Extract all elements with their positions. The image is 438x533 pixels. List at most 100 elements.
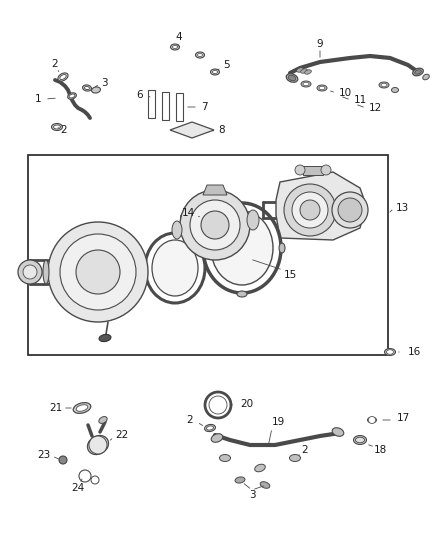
Text: 24: 24 xyxy=(71,483,85,493)
Circle shape xyxy=(18,260,42,284)
Circle shape xyxy=(76,250,120,294)
Circle shape xyxy=(300,200,320,220)
Ellipse shape xyxy=(247,210,259,230)
Text: 1: 1 xyxy=(35,94,41,104)
Text: 22: 22 xyxy=(115,430,128,440)
Text: 12: 12 xyxy=(368,103,381,113)
Ellipse shape xyxy=(254,464,265,472)
Ellipse shape xyxy=(99,417,107,423)
Text: 20: 20 xyxy=(240,399,253,409)
Text: 3: 3 xyxy=(249,490,255,500)
Ellipse shape xyxy=(152,240,198,296)
Text: 8: 8 xyxy=(219,125,225,135)
Text: 2: 2 xyxy=(302,445,308,455)
Ellipse shape xyxy=(43,260,49,284)
Ellipse shape xyxy=(170,44,180,50)
Ellipse shape xyxy=(385,349,396,356)
Ellipse shape xyxy=(367,417,377,423)
Bar xyxy=(28,155,388,355)
Ellipse shape xyxy=(212,70,218,74)
Circle shape xyxy=(91,476,99,484)
Circle shape xyxy=(295,165,305,175)
Ellipse shape xyxy=(207,426,213,430)
Polygon shape xyxy=(303,166,323,175)
Ellipse shape xyxy=(290,455,300,462)
Ellipse shape xyxy=(172,221,182,239)
Ellipse shape xyxy=(195,52,205,58)
Ellipse shape xyxy=(173,45,177,49)
Circle shape xyxy=(48,222,148,322)
Ellipse shape xyxy=(92,87,100,93)
Ellipse shape xyxy=(211,434,223,442)
Circle shape xyxy=(332,192,368,228)
Ellipse shape xyxy=(386,350,393,354)
Circle shape xyxy=(284,184,336,236)
Ellipse shape xyxy=(211,211,273,285)
Ellipse shape xyxy=(303,82,309,86)
Ellipse shape xyxy=(279,243,285,253)
Text: 2: 2 xyxy=(52,59,58,69)
Ellipse shape xyxy=(286,74,298,82)
Ellipse shape xyxy=(235,477,245,483)
Polygon shape xyxy=(276,172,366,240)
Ellipse shape xyxy=(53,125,60,129)
Circle shape xyxy=(180,190,250,260)
Circle shape xyxy=(292,192,328,228)
Ellipse shape xyxy=(237,291,247,297)
Ellipse shape xyxy=(73,402,91,414)
Ellipse shape xyxy=(211,69,219,75)
Ellipse shape xyxy=(59,456,67,464)
Ellipse shape xyxy=(205,424,215,432)
Text: 17: 17 xyxy=(397,413,410,423)
Ellipse shape xyxy=(356,437,364,443)
Ellipse shape xyxy=(353,435,367,445)
Ellipse shape xyxy=(82,85,92,91)
Ellipse shape xyxy=(317,85,327,91)
Ellipse shape xyxy=(85,86,89,90)
Text: 16: 16 xyxy=(408,347,421,357)
Polygon shape xyxy=(203,185,227,195)
Ellipse shape xyxy=(52,124,63,131)
Ellipse shape xyxy=(379,82,389,88)
Polygon shape xyxy=(148,90,155,118)
Ellipse shape xyxy=(305,70,311,74)
Ellipse shape xyxy=(319,86,325,90)
Polygon shape xyxy=(162,92,169,120)
Ellipse shape xyxy=(413,68,423,76)
Ellipse shape xyxy=(392,87,399,93)
Circle shape xyxy=(23,265,37,279)
Text: 19: 19 xyxy=(272,417,285,427)
Circle shape xyxy=(209,396,227,414)
Ellipse shape xyxy=(300,69,307,73)
Ellipse shape xyxy=(76,405,88,411)
Text: 9: 9 xyxy=(317,39,323,49)
Text: 6: 6 xyxy=(137,90,143,100)
Polygon shape xyxy=(176,93,183,121)
Text: 2: 2 xyxy=(61,125,67,135)
Text: 21: 21 xyxy=(49,403,63,413)
Text: 10: 10 xyxy=(339,88,352,98)
Ellipse shape xyxy=(60,75,66,79)
Text: 14: 14 xyxy=(181,208,194,218)
Ellipse shape xyxy=(88,435,109,455)
Ellipse shape xyxy=(332,427,344,437)
Circle shape xyxy=(89,436,107,454)
Ellipse shape xyxy=(301,81,311,87)
Ellipse shape xyxy=(423,74,429,80)
Text: 3: 3 xyxy=(101,78,107,88)
Ellipse shape xyxy=(260,482,270,488)
Ellipse shape xyxy=(67,93,76,99)
Circle shape xyxy=(60,234,136,310)
Text: 11: 11 xyxy=(353,95,367,105)
Text: 7: 7 xyxy=(201,102,207,112)
Circle shape xyxy=(368,416,375,424)
Text: 5: 5 xyxy=(224,60,230,70)
Circle shape xyxy=(190,200,240,250)
Text: 13: 13 xyxy=(396,203,409,213)
Text: 18: 18 xyxy=(373,445,387,455)
Text: 4: 4 xyxy=(176,32,182,42)
Ellipse shape xyxy=(297,68,304,72)
Text: 23: 23 xyxy=(37,450,51,460)
Circle shape xyxy=(338,198,362,222)
Ellipse shape xyxy=(198,53,202,56)
